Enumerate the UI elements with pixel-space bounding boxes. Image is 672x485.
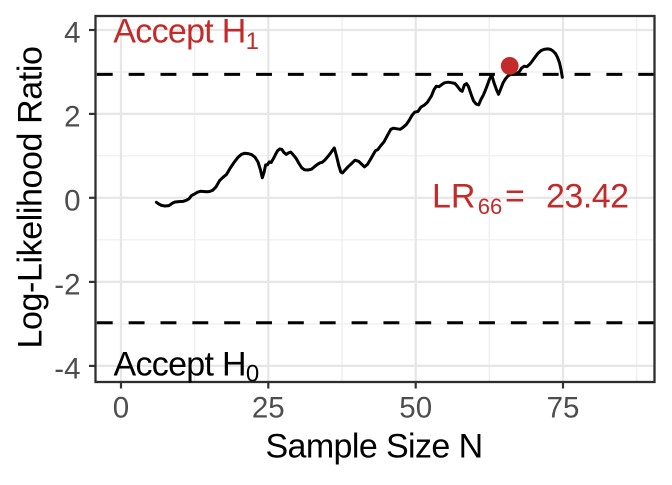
svg-text:0: 0 [113, 392, 129, 425]
svg-text:25: 25 [252, 392, 285, 425]
svg-text:Log-Likelihood Ratio: Log-Likelihood Ratio [12, 47, 50, 349]
svg-text:0: 0 [64, 185, 80, 218]
svg-text:75: 75 [547, 392, 580, 425]
svg-text:50: 50 [399, 392, 432, 425]
svg-text:-2: -2 [54, 269, 80, 302]
svg-text:2: 2 [64, 101, 80, 134]
svg-text:-4: -4 [54, 353, 80, 386]
svg-text:Sample Size N: Sample Size N [265, 428, 482, 466]
svg-text:4: 4 [64, 17, 80, 50]
svg-text:Accept H0: Accept H0 [114, 345, 259, 387]
svg-text:Accept H1: Accept H1 [113, 13, 258, 55]
